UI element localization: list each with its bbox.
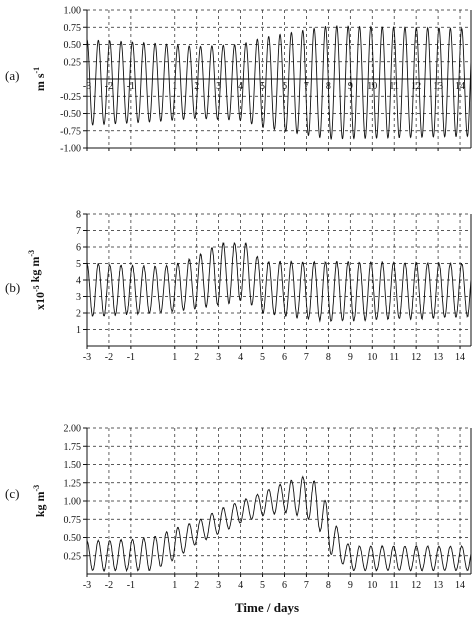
x-tick-label: 6 [282, 580, 287, 591]
x-tick-label: 3 [216, 580, 221, 591]
x-tick-label: 2 [194, 352, 199, 363]
x-tick-label: 4 [238, 352, 243, 363]
x-tick-label: 9 [348, 81, 353, 92]
x-tick-label: 6 [282, 81, 287, 92]
y-tick-label: 2.00 [64, 424, 82, 435]
data-series [86, 475, 472, 573]
y-axis-label: m s-1 [32, 67, 47, 91]
x-tick-label: 14 [455, 81, 465, 92]
y-tick-label: 1.75 [64, 442, 82, 453]
x-tick-label: -1 [127, 81, 135, 92]
x-tick-label: 10 [367, 580, 377, 591]
x-tick-label: 13 [433, 580, 443, 591]
y-tick-label: 8 [76, 210, 81, 221]
y-tick-label: -0.75 [60, 126, 81, 137]
y-tick-label: 7 [76, 226, 81, 237]
y-tick-label: 0.25 [64, 57, 82, 68]
x-tick-label: 11 [389, 580, 399, 591]
y-tick-label: 1.00 [64, 497, 82, 508]
x-tick-label: 4 [238, 81, 243, 92]
x-tick-label: 3 [216, 352, 221, 363]
y-tick-label: 1.00 [64, 6, 82, 17]
x-tick-label: 10 [367, 81, 377, 92]
x-tick-label: 2 [194, 580, 199, 591]
x-tick-label: 7 [304, 580, 309, 591]
x-tick-label: 9 [348, 352, 353, 363]
x-tick-label: 7 [304, 352, 309, 363]
x-tick-label: 8 [326, 352, 331, 363]
y-tick-label: 2 [76, 309, 81, 320]
x-tick-label: 14 [455, 580, 465, 591]
x-tick-label: -1 [127, 352, 135, 363]
panel-label: (c) [5, 486, 19, 501]
y-tick-label: 3 [76, 292, 81, 303]
panel-a: -1.00 -0.75 -0.50 -0.25 0.25 0.50 0.75 1.00 -3 -2… [5, 6, 472, 155]
x-tick-label: -1 [127, 580, 135, 591]
y-tick-label: 1 [76, 325, 81, 336]
x-tick-label: -2 [105, 352, 113, 363]
y-tick-label: 6 [76, 243, 81, 254]
data-series [86, 25, 472, 141]
x-tick-label: 14 [455, 352, 465, 363]
panel-label: (a) [5, 68, 19, 83]
y-tick-label: 0.50 [64, 533, 82, 544]
x-tick-label: 11 [389, 81, 399, 92]
x-tick-label: 7 [304, 81, 309, 92]
y-tick-label: -0.25 [60, 92, 81, 103]
x-tick-label: 12 [411, 81, 421, 92]
x-tick-label: -3 [83, 81, 91, 92]
x-tick-label: 4 [238, 580, 243, 591]
y-tick-label: -1.00 [60, 144, 81, 155]
x-tick-label: 6 [282, 352, 287, 363]
x-tick-label: 10 [367, 352, 377, 363]
y-tick-label: 0.50 [64, 40, 82, 51]
x-tick-label: 1 [172, 580, 177, 591]
y-tick-label: -0.50 [60, 109, 81, 120]
y-axis-label: x10-5 kg m-3 [27, 250, 47, 310]
x-tick-label: 5 [260, 81, 265, 92]
y-tick-label: 4 [76, 276, 81, 287]
x-tick-label: 13 [433, 81, 443, 92]
x-tick-label: 5 [260, 580, 265, 591]
x-tick-label: 12 [411, 580, 421, 591]
x-tick-label: 11 [389, 352, 399, 363]
x-tick-label: -3 [83, 352, 91, 363]
x-tick-label: 3 [216, 81, 221, 92]
x-tick-label: 5 [260, 352, 265, 363]
x-tick-label: -2 [105, 580, 113, 591]
x-tick-label: 9 [348, 580, 353, 591]
data-series [86, 242, 472, 323]
y-tick-label: 1.25 [64, 478, 82, 489]
x-tick-label: 8 [326, 580, 331, 591]
panel-c: 0.250.500.751.001.251.501.752.00-3 -2 -1 1 2… [5, 424, 472, 591]
y-axis-label: kg m-3 [32, 485, 47, 517]
x-axis-label: Time / days [235, 600, 299, 615]
x-tick-label: 13 [433, 352, 443, 363]
x-tick-label: -2 [105, 81, 113, 92]
x-tick-label: -3 [83, 580, 91, 591]
y-tick-label: 0.75 [64, 515, 82, 526]
x-tick-label: 1 [172, 352, 177, 363]
panel-label: (b) [5, 280, 20, 295]
y-tick-label: 0.75 [64, 23, 82, 34]
y-tick-label: 0.25 [64, 551, 82, 562]
x-tick-label: 2 [194, 81, 199, 92]
x-tick-label: 12 [411, 352, 421, 363]
y-tick-label: 1.50 [64, 460, 82, 471]
y-tick-label: 5 [76, 259, 81, 270]
